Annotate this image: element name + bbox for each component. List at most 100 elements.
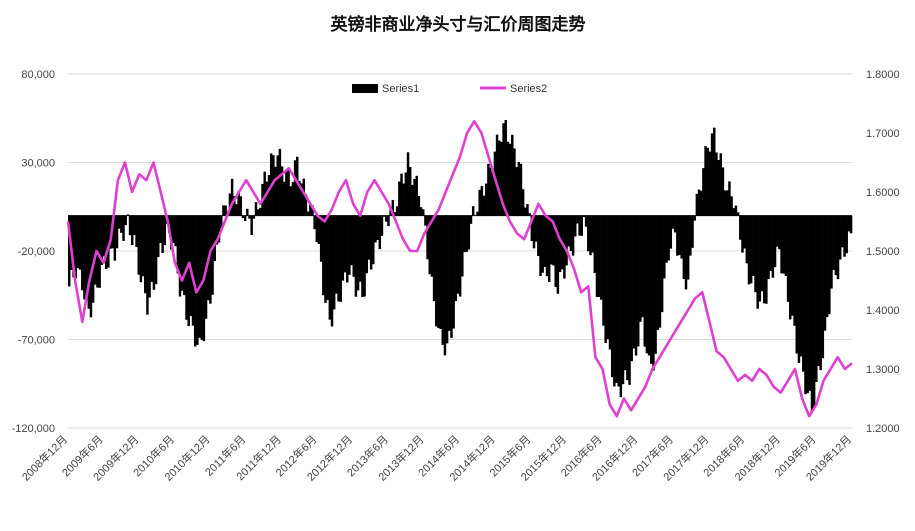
series1-bar: [498, 140, 501, 216]
series1-bar: [539, 215, 542, 277]
series1-bar: [806, 215, 809, 394]
series1-bar: [280, 166, 284, 216]
series1-bar: [656, 215, 660, 330]
series1-bar: [671, 215, 675, 229]
series1-bar: [597, 215, 601, 298]
series1-bar: [610, 215, 614, 378]
series1-bar: [456, 215, 460, 294]
series1-bar: [241, 215, 245, 219]
series1-bar: [211, 215, 214, 295]
series1-bar: [780, 215, 783, 274]
series1-bar: [391, 199, 395, 216]
series1-bar: [85, 215, 88, 294]
series1-bar: [500, 141, 503, 216]
series1-bar: [578, 215, 581, 236]
series1-bar: [196, 215, 199, 345]
series1-bar: [289, 186, 292, 216]
series1-bar: [665, 215, 668, 263]
series1-bar: [673, 215, 677, 233]
series1-bar: [847, 215, 851, 232]
series1-bar: [789, 215, 792, 320]
x-axis-ticks: 2008年12月2009年6月2009年12月2010年6月2010年12月20…: [19, 432, 854, 483]
series1-bar: [782, 215, 785, 274]
series1-bar: [704, 146, 707, 216]
series1-bar: [615, 215, 618, 383]
series1-bar: [89, 215, 93, 318]
series1-bar: [736, 212, 740, 216]
series1-bar: [682, 215, 686, 280]
series1-bar: [172, 215, 175, 244]
right-tick-label: 1.4000: [866, 305, 900, 317]
series1-bar: [504, 119, 507, 216]
series1-bar: [593, 215, 597, 274]
series1-bar: [68, 215, 71, 287]
series1-bar: [209, 215, 212, 304]
series1-bar: [361, 215, 364, 297]
series1-bar: [591, 215, 594, 253]
series1-bar: [775, 215, 779, 247]
series1-bar: [365, 215, 368, 274]
series1-bar: [274, 166, 277, 216]
series1-bar: [587, 215, 590, 252]
right-tick-label: 1.5000: [866, 246, 900, 258]
series1-bar: [402, 183, 405, 216]
series1-bar: [432, 215, 436, 302]
series1-bar: [689, 215, 692, 256]
series1-bar: [608, 215, 612, 350]
series1-bar: [259, 207, 262, 216]
series1-bar: [94, 215, 97, 285]
series1-bar: [719, 153, 722, 216]
series1-bar: [183, 215, 186, 296]
series1-bar: [339, 215, 342, 302]
series1-bar: [415, 175, 418, 216]
series1-bar: [574, 215, 577, 237]
series2-line: [66, 119, 853, 418]
series1-bar: [732, 208, 736, 216]
series1-bar: [448, 215, 451, 331]
series1-bar: [634, 215, 638, 356]
series1-bar: [695, 193, 699, 216]
series1-bar: [450, 215, 453, 338]
series1-bar: [163, 215, 167, 246]
legend-label-series2: Series2: [510, 83, 547, 95]
series1-bar: [263, 171, 266, 216]
series1-bar: [458, 215, 462, 297]
series1-bar: [157, 215, 160, 257]
series1-bar: [348, 215, 351, 275]
series1-bar: [419, 207, 423, 216]
series1-bar: [287, 167, 290, 216]
series1-bar: [691, 215, 694, 248]
series1-bar: [359, 215, 362, 282]
series1-bar: [406, 152, 410, 216]
series1-bar: [146, 215, 149, 315]
series1-bar: [637, 215, 640, 347]
series1-bar: [815, 215, 818, 382]
series1-bar: [272, 155, 275, 216]
series1-bar: [126, 214, 130, 216]
series1-bar: [676, 215, 679, 256]
series1-bar: [332, 215, 336, 310]
series1-bar: [491, 173, 494, 216]
series1-bar: [76, 215, 80, 269]
series1-bar: [235, 204, 238, 216]
series1-bar: [426, 215, 429, 260]
series1-bar: [313, 215, 316, 230]
series1-bar: [723, 190, 727, 216]
series1-bar: [220, 215, 223, 229]
series1-bar: [122, 215, 125, 241]
series1-bar: [471, 206, 475, 216]
series1-bar: [678, 215, 681, 256]
series1-bar: [734, 205, 738, 216]
series1-bar: [382, 215, 386, 217]
series1-bar: [556, 215, 560, 294]
series1-bar: [502, 123, 505, 216]
series1-bar: [324, 215, 327, 303]
series1-bar: [191, 215, 195, 326]
series1-bar: [528, 213, 531, 216]
series1-bar: [267, 175, 271, 216]
series1-bar: [298, 180, 301, 216]
series1-bar: [647, 215, 651, 356]
series1-bar: [784, 215, 788, 277]
series1-bar: [658, 215, 662, 328]
